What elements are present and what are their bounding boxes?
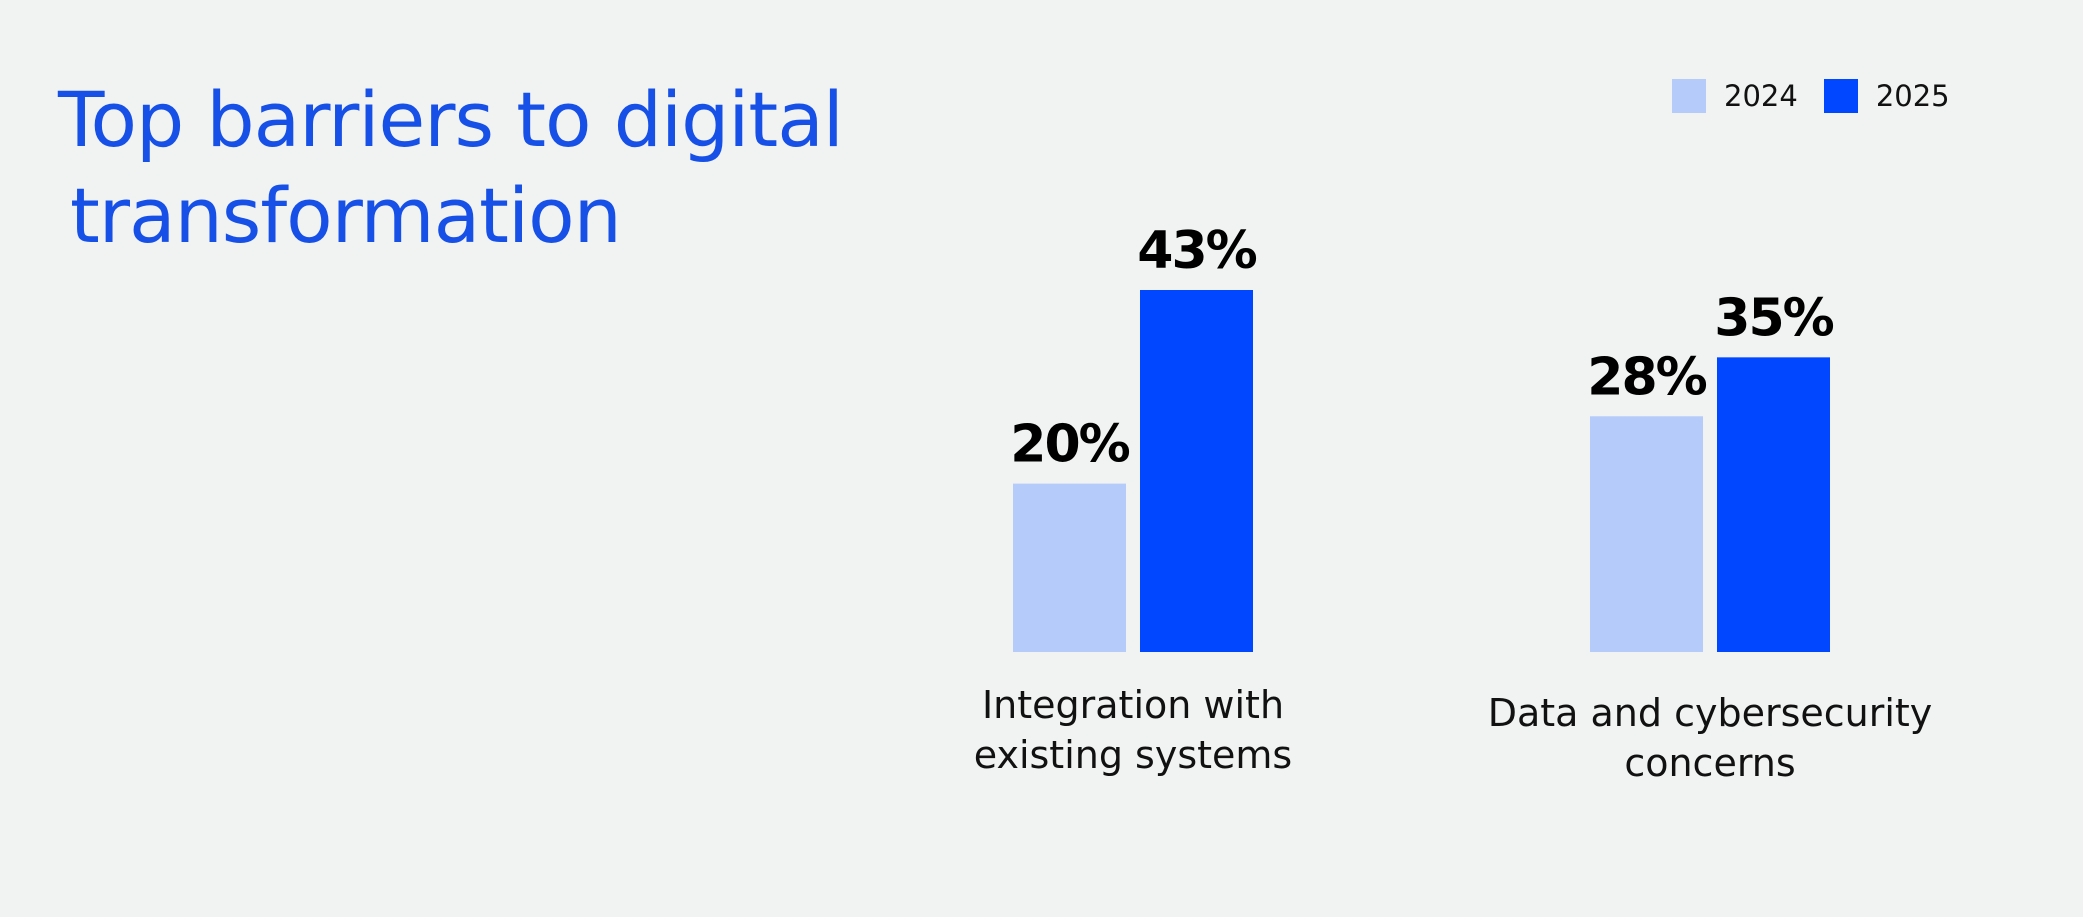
legend-swatch-2025 [1823, 79, 1858, 113]
bar-2024-1 [1013, 483, 1126, 652]
data-label-2025-2: 35% [1714, 288, 1833, 348]
legend-swatch-2024 [1672, 79, 1706, 113]
chart-title-line-1: Top barriers to digital [58, 75, 844, 164]
category-label-1-line-1: Integration with [982, 683, 1284, 727]
bar-2024-2 [1590, 416, 1703, 652]
data-label-2024-2: 28% [1587, 347, 1706, 407]
chart-title: Top barriers to digital transformation [58, 72, 918, 264]
data-label-2025-1: 43% [1137, 221, 1256, 281]
legend-label-2024: 2024 [1724, 79, 1798, 113]
bar-group-1: 20% 43% [1010, 221, 1259, 652]
category-label-2-line-1: Data and cybersecurity [1488, 691, 1933, 735]
chart-title-line-2: transformation [70, 171, 622, 260]
data-label-2024-1: 20% [1010, 415, 1129, 475]
category-label-2-line-2: concerns [1624, 741, 1795, 785]
legend-item-2025: 2025 [1823, 79, 1950, 113]
bar-2025-2 [1717, 357, 1830, 652]
bar-group-2: 28%35% [1587, 288, 1836, 652]
legend-item-2024: 2024 [1672, 79, 1798, 113]
legend-label-2025: 2025 [1875, 79, 1950, 113]
bar-2025-1 [1140, 290, 1253, 652]
chart-legend: 2024 2025 [1672, 76, 1950, 116]
category-label-1-line-2: existing systems [974, 733, 1292, 777]
